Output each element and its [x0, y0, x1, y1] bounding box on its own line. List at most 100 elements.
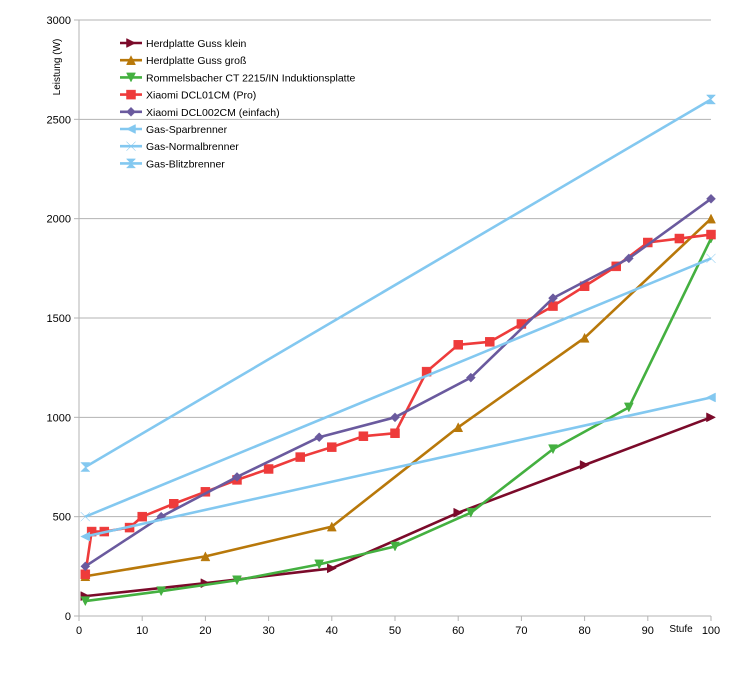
data-point — [706, 193, 716, 204]
y-tick-label: 500 — [53, 512, 71, 524]
series-7 — [80, 94, 717, 472]
x-tick-label: 70 — [515, 625, 527, 637]
series-3 — [80, 229, 716, 580]
grid-layer — [79, 19, 711, 518]
legend-label: Xiaomi DCL002CM (einfach) — [146, 107, 280, 119]
legend-label: Gas-Blitzbrenner — [146, 158, 225, 170]
series-2 — [80, 233, 716, 607]
legend-item: Xiaomi DCL002CM (einfach) — [120, 107, 280, 119]
data-point — [327, 563, 337, 574]
data-point — [705, 392, 716, 403]
x-tick-label: 0 — [76, 625, 82, 637]
series-5 — [80, 392, 716, 542]
legend-marker — [126, 106, 136, 117]
data-point — [232, 575, 242, 586]
y-axis-label: Leistung (W) — [52, 39, 63, 96]
legend-label: Gas-Normalbrenner — [146, 141, 239, 153]
legend-label: Xiaomi DCL01CM (Pro) — [146, 90, 256, 102]
series-6 — [80, 253, 716, 522]
x-tick-label: 30 — [262, 625, 274, 637]
legend-item: Gas-Normalbrenner — [120, 141, 239, 153]
data-point — [579, 460, 590, 470]
data-point — [263, 464, 274, 474]
series-layer — [80, 94, 717, 607]
data-point — [80, 531, 91, 542]
series-line — [84, 233, 712, 575]
data-point — [623, 253, 634, 264]
x-tick-label: 90 — [642, 625, 654, 637]
data-point — [548, 444, 558, 455]
data-point — [706, 253, 716, 264]
y-tick-label: 3000 — [47, 15, 71, 27]
data-point — [326, 521, 337, 532]
legend-item: Herdplatte Guss groß — [120, 55, 246, 67]
data-point — [465, 507, 476, 518]
series-line — [85, 237, 713, 603]
x-axis-label: Stufe — [669, 624, 693, 635]
x-tick-label: 40 — [326, 625, 338, 637]
legend-item: Xiaomi DCL01CM (Pro) — [120, 90, 256, 102]
legend-marker — [126, 72, 136, 83]
data-point — [156, 586, 167, 597]
legend: Herdplatte Guss klein Herdplatte Guss gro… — [120, 38, 355, 170]
series-line — [85, 396, 712, 538]
x-tick-label: 20 — [199, 625, 211, 637]
data-point — [465, 372, 476, 383]
data-point — [358, 431, 369, 441]
series-line — [84, 98, 712, 469]
legend-marker — [125, 158, 137, 169]
data-point — [390, 541, 400, 552]
legend-label: Herdplatte Guss klein — [146, 38, 247, 50]
legend-item: Herdplatte Guss klein — [120, 38, 247, 50]
data-point — [579, 332, 590, 343]
legend-label: Rommelsbacher CT 2215/IN Induktionsplatt… — [146, 72, 355, 84]
data-point — [80, 596, 91, 607]
series-0 — [80, 412, 717, 602]
data-point — [453, 340, 463, 350]
data-point — [485, 337, 495, 347]
legend-item: Rommelsbacher CT 2215/IN Induktionsplatt… — [120, 72, 355, 84]
legend-marker — [126, 141, 136, 151]
data-point — [706, 213, 716, 224]
legend-label: Gas-Sparbrenner — [146, 124, 228, 136]
y-tick-label: 1000 — [47, 412, 71, 424]
series-line — [84, 257, 712, 518]
y-tick-label: 2000 — [47, 214, 71, 226]
series-line — [84, 197, 712, 568]
data-point — [137, 511, 147, 522]
series-line — [85, 217, 712, 578]
data-point — [453, 507, 464, 518]
data-point — [232, 472, 242, 482]
legend-marker — [126, 89, 136, 100]
x-tick-label: 60 — [452, 625, 464, 637]
data-point — [548, 293, 558, 303]
data-point — [453, 422, 464, 433]
legend-item: Gas-Sparbrenner — [120, 124, 228, 136]
legend-marker — [126, 38, 137, 48]
data-point — [390, 428, 400, 438]
legend-label: Herdplatte Guss groß — [146, 55, 246, 67]
ticks-layer: 0 500 1000 1500 2000 2500 3000 0 10 20 30 40 50 60 70 8… — [47, 15, 721, 637]
data-point — [80, 462, 91, 472]
data-point — [390, 412, 400, 423]
data-point — [674, 233, 685, 244]
data-point — [80, 561, 91, 572]
x-tick-label: 100 — [702, 625, 720, 637]
data-point — [169, 499, 179, 509]
data-point — [705, 94, 717, 105]
data-point — [314, 559, 325, 570]
legend-marker — [125, 124, 136, 134]
data-point — [327, 442, 337, 452]
y-tick-label: 0 — [65, 611, 71, 623]
data-point — [623, 402, 634, 413]
y-tick-label: 1500 — [47, 313, 71, 325]
data-point — [706, 229, 716, 240]
x-tick-label: 10 — [136, 625, 148, 637]
data-point — [314, 432, 325, 443]
x-tick-label: 80 — [578, 625, 590, 637]
data-point — [706, 412, 717, 423]
legend-item: Gas-Blitzbrenner — [120, 158, 225, 170]
data-point — [200, 551, 211, 562]
